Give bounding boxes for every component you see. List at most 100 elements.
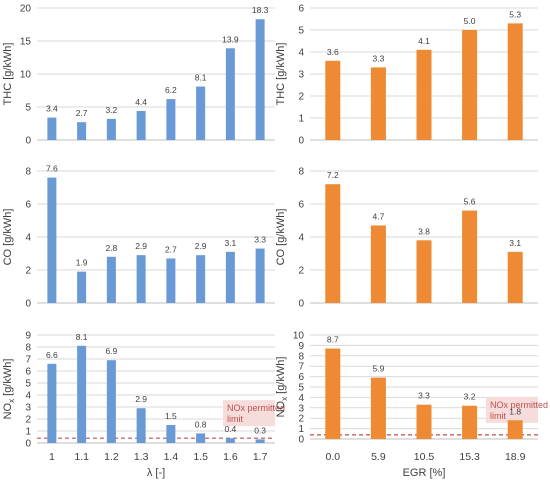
y-tick-label: 2 xyxy=(25,415,31,426)
data-label: 5.6 xyxy=(464,197,476,207)
data-label: 8.7 xyxy=(327,335,339,345)
y-axis-label-unit: [g/kWh] xyxy=(2,359,14,399)
y-axis-label-subscript: x xyxy=(280,397,289,401)
bar xyxy=(507,251,523,303)
y-axis-label: THC [g/kWh] xyxy=(2,43,14,106)
y-tick-label: 5 xyxy=(25,379,31,390)
y-tick-label: 10 xyxy=(20,70,32,81)
x-tick-label: 15.3 xyxy=(459,451,480,463)
bar xyxy=(166,258,176,303)
x-tick-label: 1.1 xyxy=(74,451,89,463)
y-axis-label: NOx [g/kWh] xyxy=(275,357,289,418)
y-tick-label: 0 xyxy=(25,439,31,450)
bar xyxy=(77,345,87,443)
y-tick-label: 2 xyxy=(25,266,31,277)
x-tick-label: 1.6 xyxy=(223,451,238,463)
data-label: 13.9 xyxy=(222,34,239,44)
data-label: 3.3 xyxy=(418,391,430,401)
bar xyxy=(370,225,386,303)
data-label: 3.6 xyxy=(327,47,339,57)
y-tick-label: 9 xyxy=(25,331,31,342)
bar xyxy=(47,363,57,443)
y-tick-label: 0 xyxy=(298,435,304,446)
y-axis-label-unit: [g/kWh] xyxy=(275,357,287,397)
data-label: 7.6 xyxy=(46,164,58,174)
y-tick-label: 0 xyxy=(25,136,31,147)
y-tick-label: 6 xyxy=(298,200,304,211)
y-tick-label: 5 xyxy=(298,26,304,37)
bar xyxy=(196,255,206,303)
data-label: 2.7 xyxy=(165,244,177,254)
x-axis-label: EGR [%] xyxy=(403,467,446,479)
data-label: 4.7 xyxy=(372,211,384,221)
bar xyxy=(462,30,478,140)
bar xyxy=(196,86,206,140)
data-label: 1.5 xyxy=(165,411,177,421)
bar xyxy=(370,377,386,439)
x-tick-label: 5.9 xyxy=(371,451,386,463)
y-tick-label: 8 xyxy=(298,351,304,362)
y-tick-label: 7 xyxy=(25,355,31,366)
x-axis-label: λ [-] xyxy=(147,467,165,479)
y-axis-label: THC [g/kWh] xyxy=(275,43,287,106)
bar xyxy=(225,251,235,303)
y-tick-label: 3 xyxy=(298,403,304,414)
y-tick-label: 20 xyxy=(20,4,32,15)
bar xyxy=(255,248,265,303)
limit-label: NOx permitted xyxy=(490,400,548,410)
bar xyxy=(166,99,176,140)
data-label: 7.2 xyxy=(327,170,339,180)
data-label: 0.8 xyxy=(195,419,207,429)
bar xyxy=(255,439,265,443)
bar xyxy=(416,240,432,303)
x-tick-label: 1.5 xyxy=(193,451,208,463)
y-tick-label: 6 xyxy=(298,4,304,15)
bar xyxy=(77,271,87,303)
bar xyxy=(325,184,341,303)
x-tick-label: 1.2 xyxy=(104,451,119,463)
bar xyxy=(370,67,386,140)
bar xyxy=(325,348,341,439)
panel-thc-egr: 0 1 2 3 4 5 6 THC [g/kWh] 3.6 3.3 4.1 5.0 5.3 xyxy=(275,4,538,147)
data-label: 0.3 xyxy=(254,425,266,435)
y-axis-label: NOx [g/kWh] xyxy=(2,359,16,420)
y-tick-label: 3 xyxy=(298,70,304,81)
bar xyxy=(462,405,478,439)
data-label: 3.3 xyxy=(372,53,384,63)
y-tick-label: 1 xyxy=(25,427,31,438)
y-axis-label-main: NO xyxy=(2,402,14,419)
data-label: 6.9 xyxy=(105,346,117,356)
data-label: 2.9 xyxy=(135,394,147,404)
y-tick-label: 0 xyxy=(25,299,31,310)
y-tick-label: 6 xyxy=(25,367,31,378)
bar xyxy=(77,122,87,140)
x-tick-label: 10.5 xyxy=(414,451,435,463)
y-tick-label: 1 xyxy=(298,114,304,125)
data-label: 1.8 xyxy=(509,406,521,416)
y-tick-label: 2 xyxy=(298,414,304,425)
y-tick-label: 6 xyxy=(298,372,304,383)
bar xyxy=(416,49,432,140)
y-tick-label: 10 xyxy=(293,331,305,342)
bar xyxy=(47,117,57,140)
data-label: 3.8 xyxy=(418,226,430,236)
data-label: 3.2 xyxy=(105,105,117,115)
data-label: 4.4 xyxy=(135,97,147,107)
y-tick-label: 5 xyxy=(298,383,304,394)
bar xyxy=(255,19,265,140)
y-tick-label: 2 xyxy=(298,92,304,103)
data-label: 5.0 xyxy=(464,16,476,26)
y-tick-label: 9 xyxy=(298,341,304,352)
y-tick-label: 0 xyxy=(298,136,304,147)
data-label: 2.9 xyxy=(195,241,207,251)
bar xyxy=(225,48,235,141)
y-tick-label: 6 xyxy=(25,200,31,211)
data-label: 2.8 xyxy=(105,243,117,253)
y-tick-label: 4 xyxy=(298,233,304,244)
data-label: 2.7 xyxy=(76,108,88,118)
bar xyxy=(507,420,523,439)
panel-co-egr: 0 2 4 6 8 CO [g/kWh] 7.2 4.7 3.8 5.6 3.1 xyxy=(275,167,538,310)
y-axis-label-main: NO xyxy=(275,400,287,417)
